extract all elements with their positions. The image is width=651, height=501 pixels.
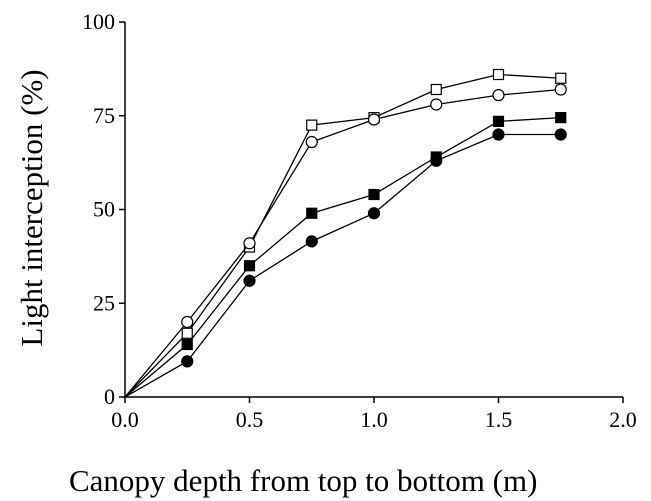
data-point xyxy=(368,188,380,201)
series-open-circle xyxy=(124,83,567,398)
data-point xyxy=(181,338,193,351)
data-point xyxy=(181,315,194,329)
data-point xyxy=(306,119,318,131)
data-point xyxy=(554,83,567,96)
x-tick-label: 1.0 xyxy=(360,407,388,432)
data-point xyxy=(555,72,567,84)
data-point xyxy=(430,154,443,167)
x-tick-label: 0.5 xyxy=(236,407,264,432)
data-point xyxy=(306,207,318,219)
y-tick-label: 0 xyxy=(104,384,115,409)
data-point xyxy=(492,89,505,102)
data-point xyxy=(243,260,256,272)
data-point xyxy=(181,355,194,368)
data-point xyxy=(430,83,442,96)
y-tick-label: 100 xyxy=(82,9,115,34)
x-tick-label: 2.0 xyxy=(609,407,637,432)
x-tick-label: 0.0 xyxy=(111,407,139,432)
y-tick-label: 50 xyxy=(93,197,115,222)
x-axis-title: Canopy depth from top to bottom (m) xyxy=(69,463,537,498)
data-point xyxy=(305,135,318,149)
data-point xyxy=(492,128,505,141)
series-line xyxy=(124,73,561,398)
data-point xyxy=(181,327,193,339)
data-point xyxy=(243,237,256,250)
data-point xyxy=(554,128,567,141)
y-tick-label: 75 xyxy=(93,103,115,128)
data-point xyxy=(367,207,381,220)
data-point xyxy=(367,113,381,126)
x-tick-label: 1.5 xyxy=(485,407,513,432)
data-point xyxy=(492,115,505,127)
series-line xyxy=(124,88,561,398)
series-filled-circle xyxy=(124,128,567,398)
y-ticks: 0 25 50 75 100 xyxy=(82,9,125,409)
series-line xyxy=(124,116,561,398)
y-axis-title: Light interception (%) xyxy=(14,69,49,346)
data-point xyxy=(555,112,567,124)
data-point xyxy=(243,274,256,287)
series-line xyxy=(124,133,561,398)
y-tick-label: 25 xyxy=(93,290,115,315)
x-ticks: 0.0 0.5 1.0 1.5 2.0 xyxy=(111,397,637,432)
series-filled-square xyxy=(124,112,567,398)
data-point xyxy=(492,68,505,81)
series-layer xyxy=(124,68,567,398)
data-point xyxy=(305,235,318,248)
data-point xyxy=(430,98,443,111)
